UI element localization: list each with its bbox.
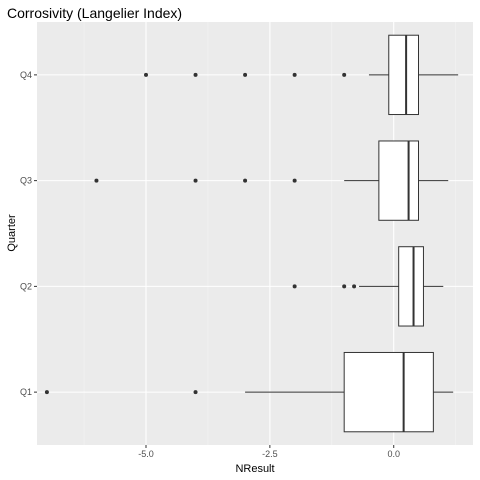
outlier-point	[243, 72, 248, 77]
box-iqr	[343, 351, 434, 433]
outlier-point	[193, 178, 198, 183]
y-tick-label: Q2	[20, 281, 32, 291]
box-layer	[44, 34, 459, 433]
box-iqr	[378, 140, 420, 221]
box-q3	[94, 140, 449, 221]
outlier-point	[144, 72, 148, 77]
axis-layer: -5.0 -2.5 0.0 Q1 Q2 Q3 Q4	[20, 70, 400, 459]
x-tick-label: -5.0	[138, 449, 154, 459]
x-tick-label: -2.5	[262, 449, 278, 459]
y-tick-label: Q3	[20, 176, 32, 186]
box-q4	[144, 34, 459, 116]
outlier-point	[94, 178, 99, 183]
outlier-point	[342, 284, 347, 289]
y-tick-label: Q1	[20, 387, 32, 397]
x-axis-title: NResult	[235, 463, 274, 475]
box-q1	[44, 351, 454, 433]
y-axis-title: Quarter	[6, 214, 18, 252]
box-iqr	[388, 34, 420, 116]
outlier-point	[292, 72, 297, 77]
outlier-point	[243, 178, 248, 183]
outlier-point	[352, 284, 357, 289]
box-iqr	[398, 246, 424, 327]
outlier-point	[193, 72, 198, 77]
chart-title: Corrosivity (Langelier Index)	[7, 5, 182, 21]
outlier-point	[193, 390, 198, 395]
y-tick-label: Q4	[20, 70, 32, 80]
box-q2	[292, 246, 444, 327]
outlier-point	[292, 284, 297, 289]
outlier-point	[44, 390, 49, 395]
outlier-point	[292, 178, 297, 183]
x-tick-label: 0.0	[387, 449, 400, 459]
outlier-point	[342, 72, 347, 77]
